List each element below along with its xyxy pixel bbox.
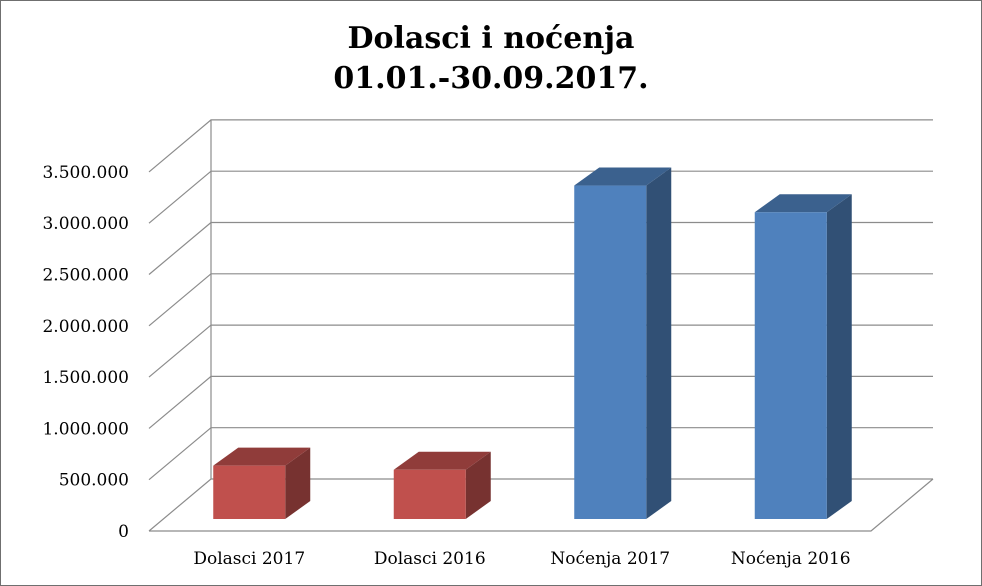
x-category-label: Dolasci 2017 [193, 549, 305, 569]
bar-side [646, 167, 672, 520]
chart-title-line-2: 01.01.-30.09.2017. [333, 61, 649, 96]
bar-front [393, 469, 466, 519]
bar-top [393, 451, 491, 470]
x-category-label: Noćenja 2016 [731, 549, 851, 569]
bar [213, 447, 311, 519]
bar-side [285, 447, 311, 519]
y-axis-ticks: 0 500.000 1.000.000 1.500.000 2.000.000 2.500… [42, 163, 129, 542]
y-tick-label: 3.500.000 [42, 163, 129, 183]
y-tick-label: 1.500.000 [42, 368, 129, 388]
chart-title: Dolasci i noćenja 01.01.-30.09.2017. [1, 19, 981, 99]
y-tick-label: 1.000.000 [42, 419, 129, 439]
bar-front [754, 212, 827, 519]
y-tick-label: 500.000 [59, 471, 129, 491]
x-category-label: Noćenja 2017 [550, 549, 670, 569]
bar-front [213, 465, 286, 519]
gridlines [148, 119, 934, 532]
bar-front [574, 185, 647, 520]
y-tick-label: 2.500.000 [42, 266, 129, 286]
bar [393, 451, 491, 519]
bar-top [574, 167, 672, 186]
bars [213, 167, 852, 520]
x-category-label: Dolasci 2016 [374, 549, 486, 569]
chart-title-line-1: Dolasci i noćenja [347, 21, 635, 56]
bar-side [465, 451, 491, 519]
floor-edge [149, 478, 934, 532]
bar-top [754, 194, 852, 213]
y-tick-label: 0 [118, 522, 129, 542]
bar [574, 167, 672, 520]
bar-side [826, 194, 852, 519]
bar [754, 194, 852, 519]
gridline [148, 119, 933, 173]
y-tick-label: 2.000.000 [42, 317, 129, 337]
y-tick-label: 3.000.000 [42, 214, 129, 234]
x-axis-categories: Dolasci 2017 Dolasci 2016 Noćenja 2017 Noće… [193, 549, 850, 569]
bar-top [213, 447, 311, 466]
